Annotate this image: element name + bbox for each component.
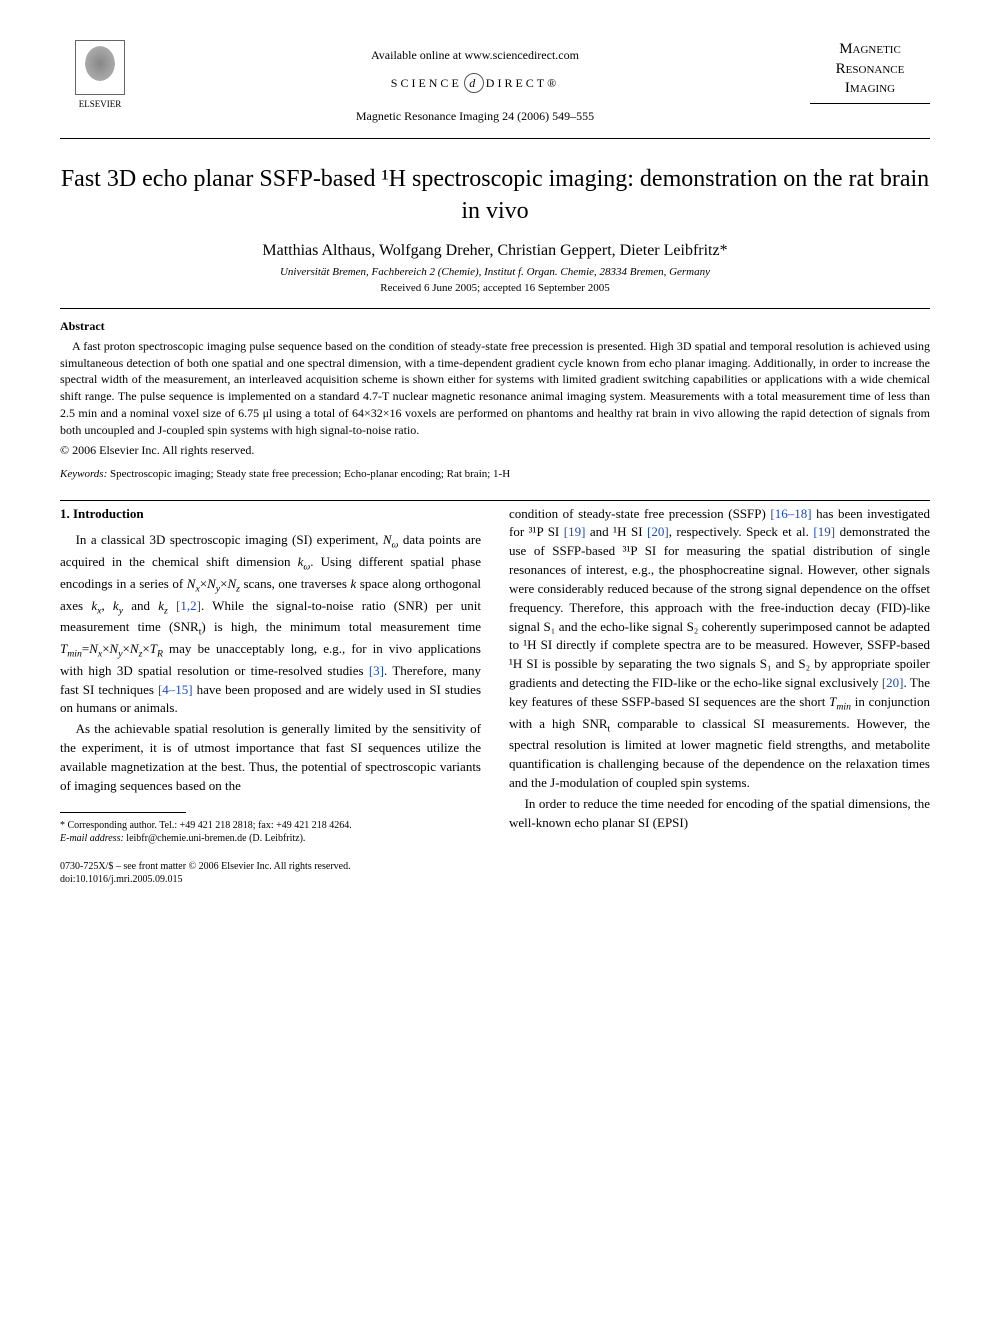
email-label: E-mail address: (60, 833, 124, 844)
citation-link[interactable]: [4–15] (158, 682, 193, 697)
author-list: Matthias Althaus, Wolfgang Dreher, Chris… (60, 242, 930, 260)
sd-post: DIRECT® (486, 76, 559, 90)
abstract-heading: Abstract (60, 319, 930, 334)
column-right: condition of steady-state free precessio… (509, 505, 930, 886)
footnote-separator (60, 812, 186, 813)
keywords-text: Spectroscopic imaging; Steady state free… (107, 468, 510, 480)
doi-line: doi:10.1016/j.mri.2005.09.015 (60, 873, 481, 886)
available-online-text: Available online at www.sciencedirect.co… (140, 48, 810, 63)
journal-reference: Magnetic Resonance Imaging 24 (2006) 549… (140, 109, 810, 124)
body-columns: 1. Introduction In a classical 3D spectr… (60, 505, 930, 886)
corr-author-email: E-mail address: leibfr@chemie.uni-bremen… (60, 832, 481, 846)
journal-logo-line2: Resonance (810, 60, 930, 80)
publisher-name: ELSEVIER (79, 99, 122, 109)
citation-link[interactable]: [19] (813, 524, 835, 539)
article-dates: Received 6 June 2005; accepted 16 Septem… (60, 282, 930, 294)
journal-logo: Magnetic Resonance Imaging (810, 40, 930, 104)
intro-paragraph-1: In a classical 3D spectroscopic imaging … (60, 531, 481, 718)
abstract-block: Abstract A fast proton spectroscopic ima… (60, 319, 930, 458)
keywords-label: Keywords: (60, 468, 107, 480)
elsevier-tree-icon (75, 40, 125, 95)
page-header: ELSEVIER Available online at www.science… (60, 40, 930, 130)
affiliation: Universität Bremen, Fachbereich 2 (Chemi… (60, 266, 930, 278)
abstract-text: A fast proton spectroscopic imaging puls… (60, 338, 930, 439)
rule-top (60, 138, 930, 139)
intro-paragraph-2-cont: condition of steady-state free precessio… (509, 505, 930, 793)
intro-paragraph-2: As the achievable spatial resolution is … (60, 720, 481, 795)
corresponding-author-footnote: * Corresponding author. Tel.: +49 421 21… (60, 819, 481, 846)
email-value: leibfr@chemie.uni-bremen.de (D. Leibfrit… (124, 833, 306, 844)
rule-below-keywords (60, 500, 930, 501)
sciencedirect-logo: SCIENCEdDIRECT® (140, 73, 810, 93)
citation-link[interactable]: [20] (647, 524, 669, 539)
corr-author-text: * Corresponding author. Tel.: +49 421 21… (60, 819, 481, 833)
intro-paragraph-3: In order to reduce the time needed for e… (509, 795, 930, 833)
issn-line: 0730-725X/$ – see front matter © 2006 El… (60, 860, 481, 873)
publisher-logo: ELSEVIER (60, 40, 140, 130)
footer-metadata: 0730-725X/$ – see front matter © 2006 El… (60, 860, 481, 886)
article-title: Fast 3D echo planar SSFP-based ¹H spectr… (60, 163, 930, 228)
keywords-line: Keywords: Spectroscopic imaging; Steady … (60, 468, 930, 480)
rule-above-abstract (60, 308, 930, 309)
journal-logo-line3: Imaging (810, 79, 930, 99)
citation-link[interactable]: [3] (369, 663, 384, 678)
citation-link[interactable]: [1,2] (176, 598, 201, 613)
citation-link[interactable]: [20] (882, 675, 904, 690)
citation-link[interactable]: [16–18] (770, 506, 811, 521)
header-center: Available online at www.sciencedirect.co… (140, 40, 810, 124)
column-left: 1. Introduction In a classical 3D spectr… (60, 505, 481, 886)
sd-d-icon: d (464, 73, 484, 93)
citation-link[interactable]: [19] (564, 524, 586, 539)
section-heading-intro: 1. Introduction (60, 505, 481, 524)
abstract-copyright: © 2006 Elsevier Inc. All rights reserved… (60, 443, 930, 458)
sd-pre: SCIENCE (391, 76, 462, 90)
journal-logo-line1: Magnetic (810, 40, 930, 60)
